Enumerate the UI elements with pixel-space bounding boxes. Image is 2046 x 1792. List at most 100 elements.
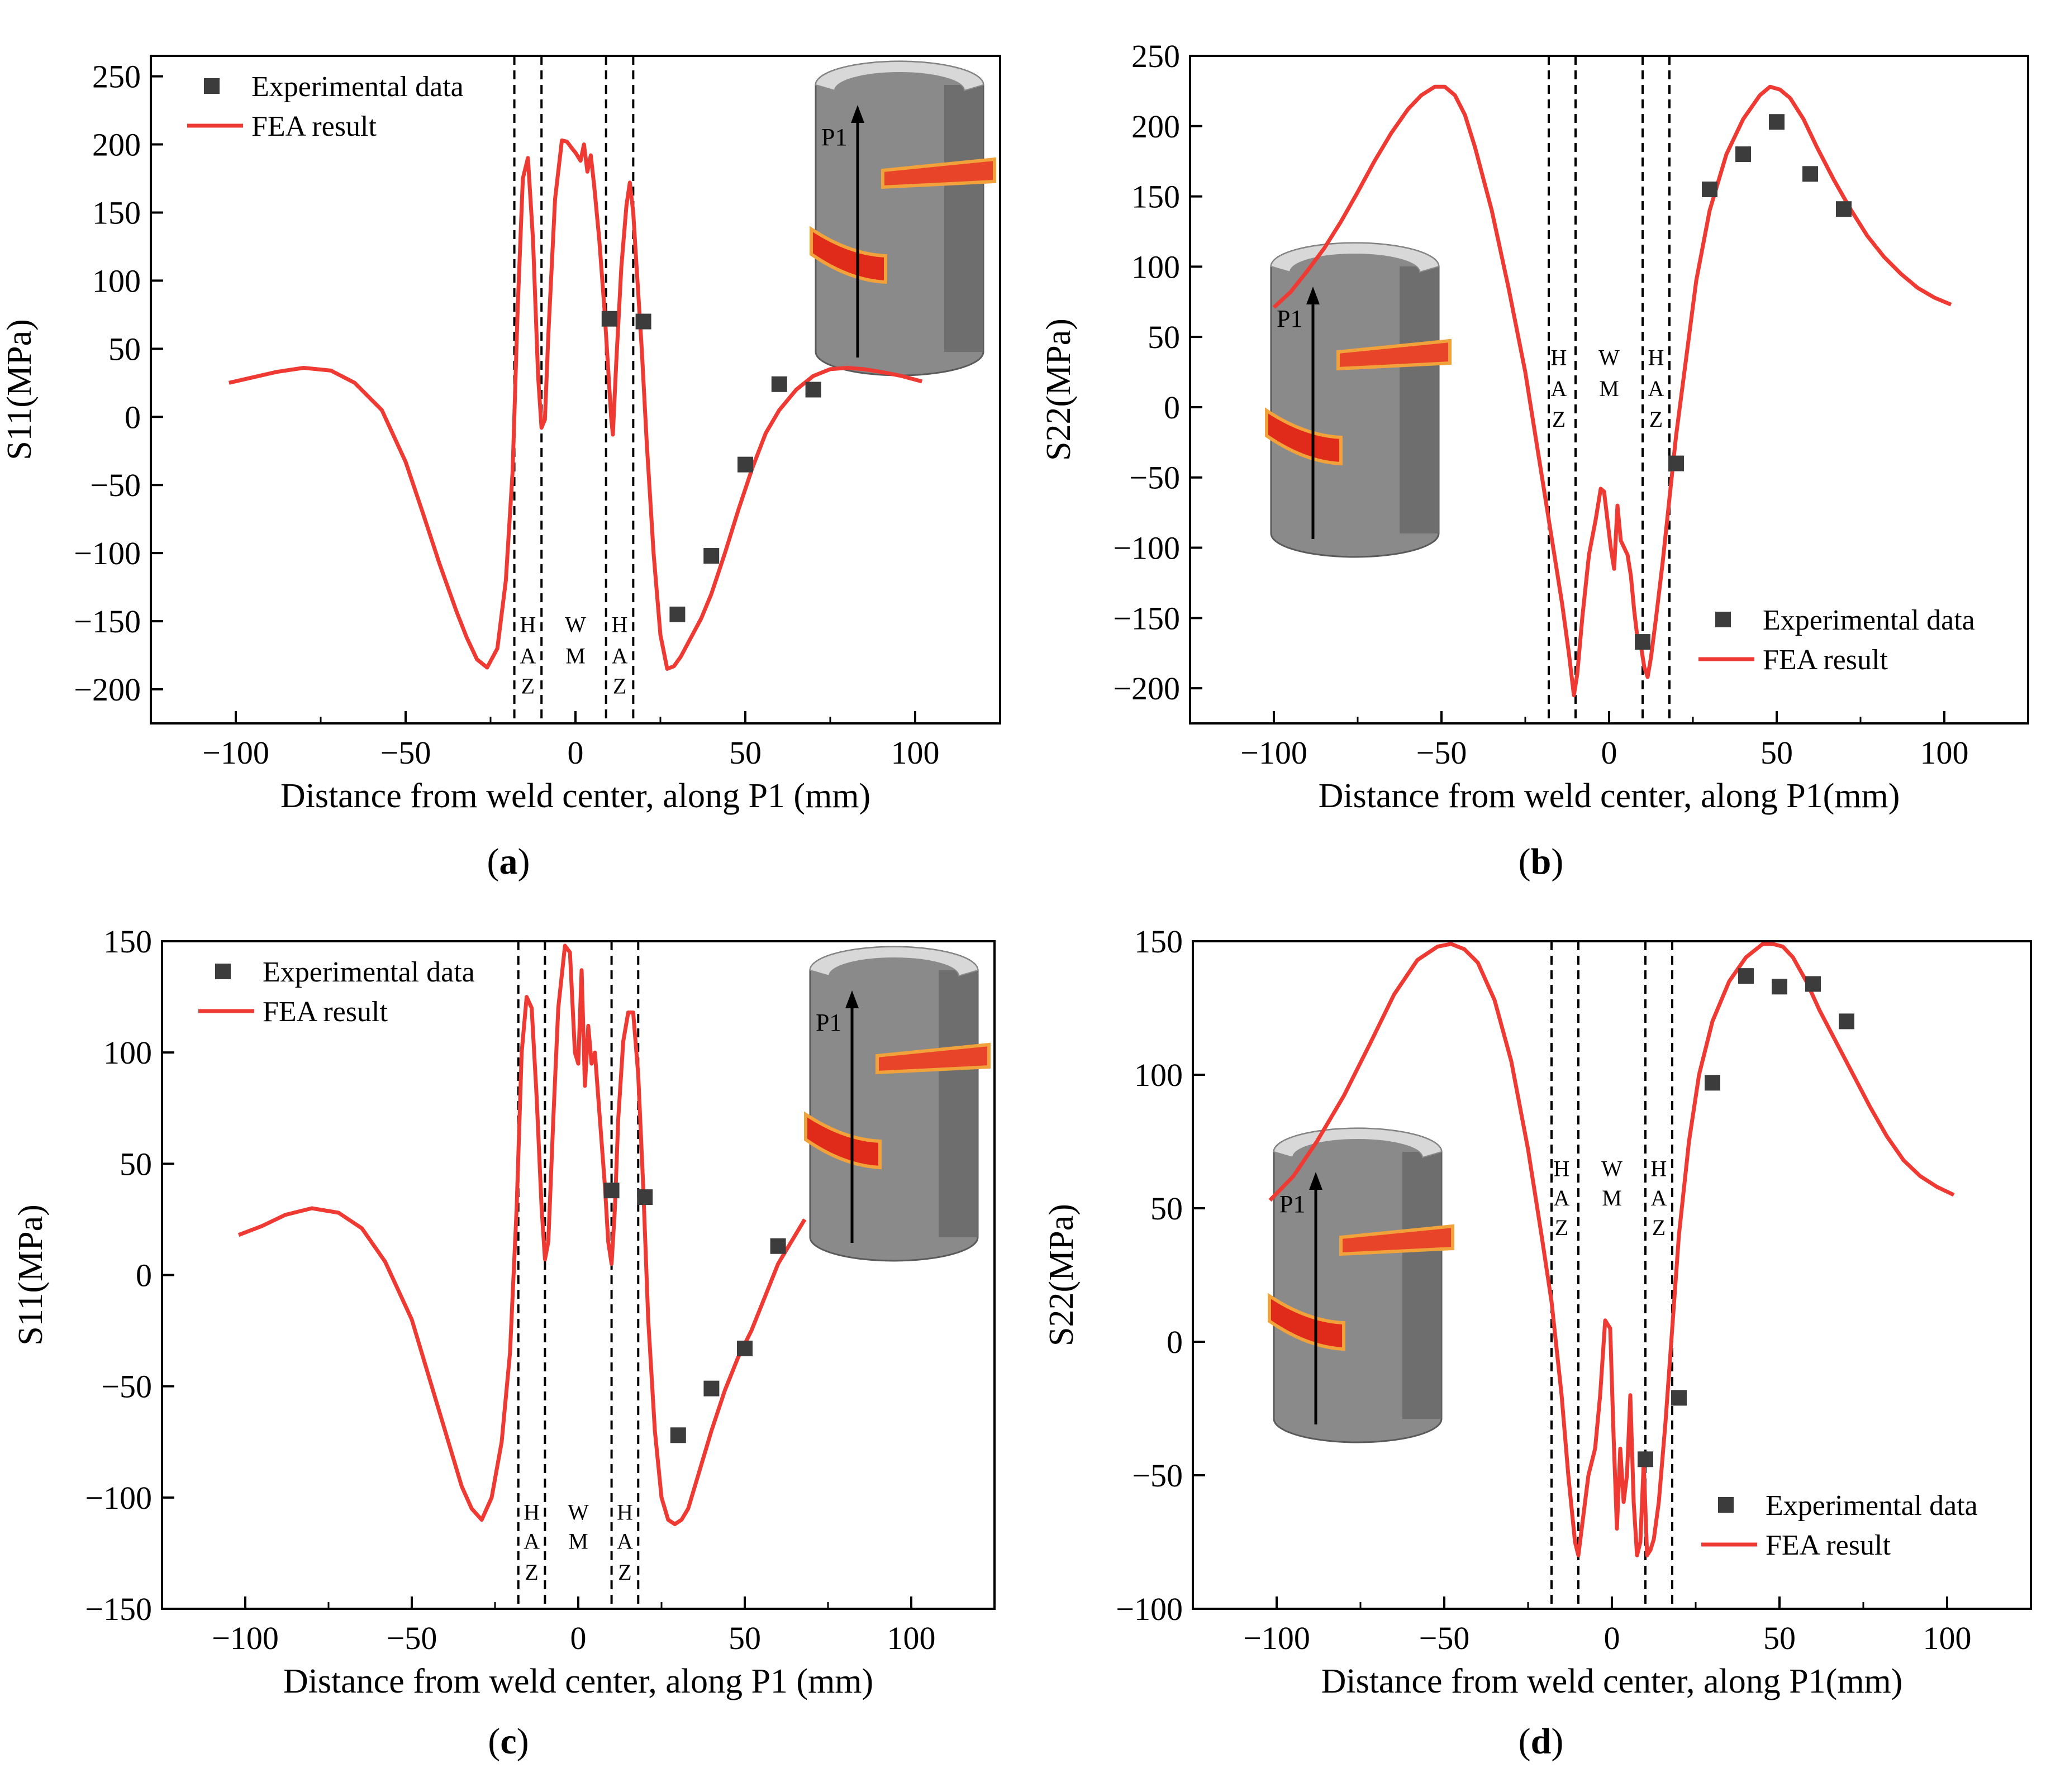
zone-label: A — [1551, 376, 1567, 401]
legend-experimental-label: Experimental data — [251, 71, 464, 103]
experimental-point — [1668, 455, 1684, 471]
legend-experimental-marker — [1715, 612, 1731, 627]
x-tick-label: −100 — [202, 735, 269, 771]
inset-weld-band-front-a — [810, 226, 887, 284]
inset-cylinder-rim-d — [1273, 1128, 1443, 1159]
inset-cylinder-shade-b — [1400, 266, 1439, 533]
experimental-point — [805, 382, 821, 398]
x-tick-label: −50 — [387, 1620, 437, 1656]
x-tick-label: 100 — [1923, 1620, 1972, 1656]
y-tick-label: −100 — [85, 1480, 152, 1516]
experimental-point — [1702, 182, 1717, 197]
y-axis-label: S22(MPa) — [1040, 318, 1078, 461]
experimental-point — [1638, 1451, 1653, 1467]
y-axis-label: S22(MPa) — [1043, 1204, 1081, 1346]
zone-label: Z — [521, 673, 535, 698]
x-tick-label: 50 — [1760, 735, 1793, 771]
inset-p1-arrowhead-b — [1306, 287, 1320, 304]
inset-p1-label-c: P1 — [816, 1009, 841, 1036]
y-tick-label: 50 — [1148, 319, 1180, 355]
inset-cylinder-shade-c — [939, 970, 978, 1237]
zone-label: A — [1648, 376, 1664, 401]
x-tick-label: −100 — [1240, 735, 1307, 771]
experimental-point — [670, 1427, 686, 1443]
y-tick-label: −100 — [1113, 530, 1180, 566]
inset-weld-band-back-a — [881, 157, 996, 189]
inset-p1-label-a: P1 — [821, 123, 847, 151]
x-tick-label: −50 — [1416, 735, 1467, 771]
zone-label: H — [1651, 1156, 1667, 1181]
y-tick-label: 150 — [92, 194, 141, 231]
zone-label: Z — [1649, 407, 1663, 432]
experimental-point — [1738, 968, 1754, 984]
legend-experimental-marker — [1718, 1497, 1734, 1513]
legend-fea-label: FEA result — [251, 111, 377, 142]
experimental-point — [737, 456, 753, 473]
y-tick-label: 100 — [92, 263, 141, 299]
y-tick-label: 50 — [1150, 1190, 1183, 1227]
experimental-point — [1735, 146, 1751, 163]
y-tick-label: −150 — [74, 603, 141, 640]
x-axis-label: Distance from weld center, along P1(mm) — [1319, 777, 1900, 815]
y-tick-label: 100 — [1131, 249, 1180, 285]
y-tick-label: 0 — [1164, 389, 1180, 426]
x-tick-label: 0 — [1601, 735, 1617, 771]
y-tick-label: −200 — [74, 671, 141, 708]
legend-experimental-label: Experimental data — [1763, 604, 1975, 636]
x-tick-label: 100 — [891, 735, 940, 771]
x-axis-label: Distance from weld center, along P1(mm) — [1321, 1662, 1903, 1700]
x-tick-label: −50 — [380, 735, 431, 771]
zone-label: W — [565, 612, 586, 637]
zone-label: A — [617, 1528, 633, 1553]
zone-label: H — [1551, 345, 1567, 370]
x-axis-label: Distance from weld center, along P1 (mm) — [280, 777, 870, 815]
panel-caption-d: (d) — [1518, 1721, 1564, 1762]
experimental-point — [703, 1380, 720, 1397]
zone-label: H — [524, 1500, 540, 1525]
zone-label: H — [617, 1500, 633, 1525]
zone-label: Z — [613, 673, 626, 698]
zone-label: A — [524, 1528, 540, 1553]
inset-cylinder-shade-a — [944, 85, 983, 352]
experimental-point — [771, 376, 787, 392]
inset-weld-band-front-c — [804, 1111, 882, 1170]
experimental-point — [1805, 976, 1821, 992]
y-tick-label: 100 — [103, 1035, 152, 1071]
panel-caption-a: (a) — [487, 841, 530, 882]
y-tick-label: 100 — [1134, 1057, 1183, 1093]
inset-cylinder-rim-c — [809, 946, 979, 977]
zone-label: M — [1602, 1185, 1622, 1210]
inset-p1-label-d: P1 — [1279, 1190, 1305, 1218]
legend-experimental-label: Experimental data — [1766, 1490, 1978, 1522]
x-tick-label: 100 — [887, 1620, 936, 1656]
zone-label: A — [520, 644, 536, 669]
inset-cylinder-rim-a — [815, 61, 984, 92]
experimental-point — [1802, 166, 1818, 182]
zone-label: W — [1598, 345, 1620, 370]
fea-result-line — [1272, 84, 1952, 698]
zone-label: Z — [525, 1560, 538, 1585]
panel-caption-c: (c) — [488, 1721, 529, 1762]
zone-label: A — [1554, 1185, 1570, 1210]
x-tick-label: 0 — [1604, 1620, 1620, 1656]
inset-weld-band-back-b — [1336, 339, 1452, 371]
experimental-point — [1635, 634, 1650, 650]
experimental-point — [1772, 979, 1787, 995]
experimental-point — [737, 1340, 753, 1356]
x-axis-label: Distance from weld center, along P1 (mm) — [283, 1662, 873, 1700]
experimental-point — [770, 1238, 786, 1254]
x-tick-label: 50 — [729, 735, 762, 771]
legend-fea-label: FEA result — [263, 996, 388, 1028]
experimental-point — [601, 311, 617, 327]
inset-p1-arrowhead-d — [1309, 1172, 1322, 1190]
y-tick-label: −150 — [1113, 600, 1180, 636]
x-tick-label: 100 — [1920, 735, 1969, 771]
experimental-point — [1705, 1075, 1720, 1091]
zone-label: H — [520, 612, 536, 637]
fea-result-line — [1268, 942, 1955, 1557]
legend-fea-label: FEA result — [1766, 1529, 1891, 1561]
